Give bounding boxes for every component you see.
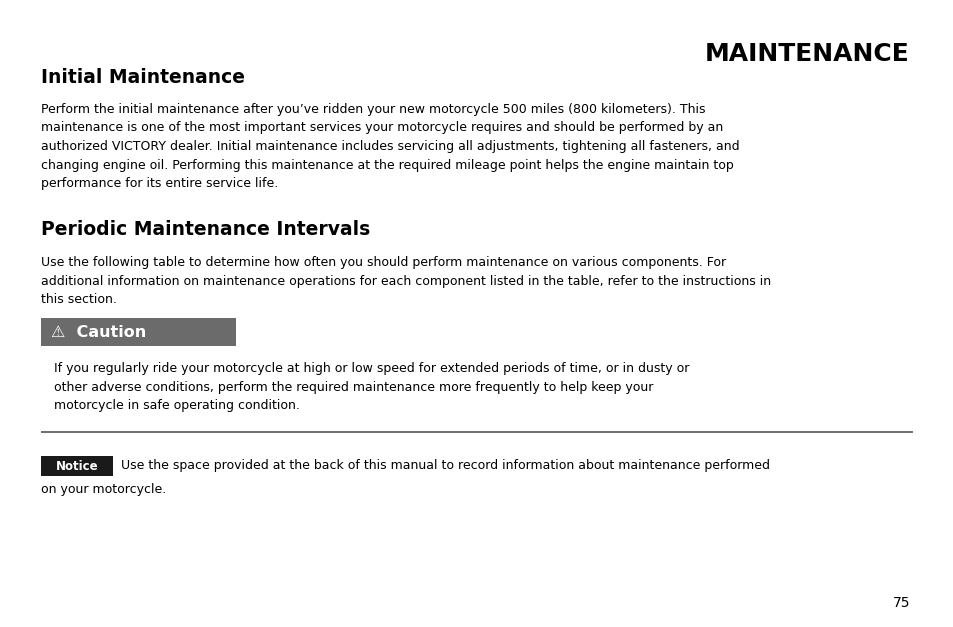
- Text: MAINTENANCE: MAINTENANCE: [704, 42, 909, 66]
- Text: If you regularly ride your motorcycle at high or low speed for extended periods : If you regularly ride your motorcycle at…: [54, 362, 689, 412]
- Text: ⚠  Caution: ⚠ Caution: [51, 325, 146, 339]
- Text: Notice: Notice: [55, 460, 98, 473]
- Text: Periodic Maintenance Intervals: Periodic Maintenance Intervals: [41, 220, 370, 239]
- Text: 75: 75: [892, 596, 909, 610]
- FancyBboxPatch shape: [41, 456, 112, 476]
- Text: Perform the initial maintenance after you’ve ridden your new motorcycle 500 mile: Perform the initial maintenance after yo…: [41, 103, 739, 190]
- Text: on your motorcycle.: on your motorcycle.: [41, 483, 166, 496]
- Text: Use the space provided at the back of this manual to record information about ma: Use the space provided at the back of th…: [121, 460, 769, 473]
- Text: Use the following table to determine how often you should perform maintenance on: Use the following table to determine how…: [41, 256, 770, 306]
- FancyBboxPatch shape: [41, 318, 235, 346]
- Text: Initial Maintenance: Initial Maintenance: [41, 68, 245, 87]
